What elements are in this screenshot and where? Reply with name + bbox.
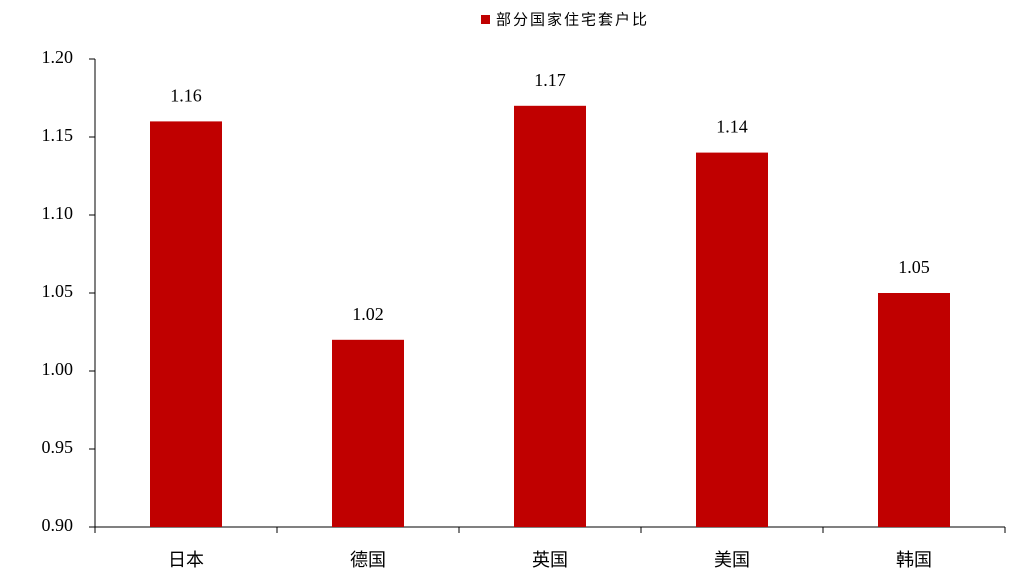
data-label: 1.14 xyxy=(716,117,748,137)
x-tick-label: 美国 xyxy=(714,550,750,571)
x-tick-label: 日本 xyxy=(168,550,204,571)
bar xyxy=(150,121,222,528)
bar xyxy=(878,293,950,527)
x-tick-label: 韩国 xyxy=(896,550,932,571)
y-tick-label: 1.05 xyxy=(42,281,74,301)
legend-label: 部分国家住宅套户比 xyxy=(496,11,649,29)
y-tick-label: 1.15 xyxy=(42,125,74,145)
legend-swatch xyxy=(481,15,490,24)
y-tick-label: 1.10 xyxy=(42,203,74,223)
data-label: 1.05 xyxy=(898,257,930,277)
bar xyxy=(514,105,586,528)
bar xyxy=(696,152,768,527)
bar xyxy=(332,339,404,527)
y-tick-label: 0.95 xyxy=(42,437,74,457)
y-tick-label: 1.00 xyxy=(42,359,74,379)
data-label: 1.17 xyxy=(534,70,566,90)
x-tick-label: 英国 xyxy=(532,550,568,571)
y-tick-label: 1.20 xyxy=(42,47,74,67)
data-label: 1.16 xyxy=(170,86,202,106)
y-tick-label: 0.90 xyxy=(42,515,74,535)
x-tick-label: 德国 xyxy=(350,550,386,571)
data-label: 1.02 xyxy=(352,304,384,324)
